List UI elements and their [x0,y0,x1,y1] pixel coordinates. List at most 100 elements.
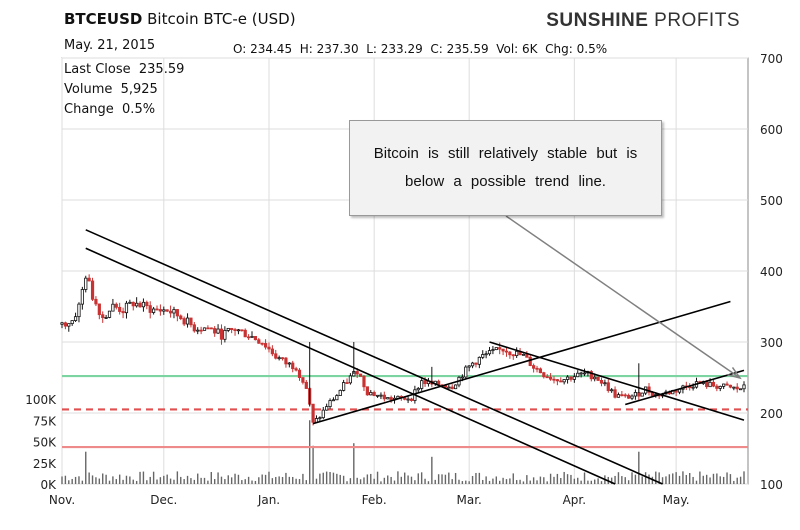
price-tick-label: 600 [760,123,783,137]
candle-body [284,357,288,365]
candle-body [491,349,495,352]
candle-body [325,406,329,411]
candle-body [416,388,420,391]
candle-body [725,383,729,386]
candle-body [90,280,95,300]
candle-body [250,336,254,338]
candle-body [732,386,736,389]
candle-body [718,385,722,389]
candle-body [409,398,414,401]
volume-readout: Volume 5,925 [64,82,158,97]
candle-body [236,329,241,332]
candle-body [487,350,492,355]
candle-body [470,362,475,367]
candle-body [525,353,529,358]
candle-body [708,381,712,388]
candle-body [280,357,285,360]
candle-body [196,329,200,332]
volume-tick-label: 25K [33,457,57,471]
candle-body [369,392,373,396]
candle-body [67,323,71,327]
candle-body [101,314,105,318]
change-readout: Change 0.5% [64,102,156,117]
candle-body [647,386,651,393]
candle-body [460,376,464,379]
candle-body [216,328,220,334]
candle-body [481,354,485,358]
candle-body [508,351,512,356]
price-tick-label: 400 [760,265,783,279]
candle-body [728,384,733,388]
symbol-name: Bitcoin BTC-e (USD) [147,10,296,28]
annotation-box: Bitcoin is still relatively stable but i… [349,120,662,216]
candle-body [263,343,268,348]
candle-body [467,365,471,368]
candle-body [60,322,64,325]
candle-body [247,336,251,339]
candle-body [477,356,481,365]
candle-body [589,371,593,380]
price-tick-label: 500 [760,194,783,208]
candle-body [311,403,315,423]
candle-body [345,382,349,384]
candle-body [453,384,458,390]
candle-body [209,327,213,330]
candle-body [365,386,369,396]
candle-body [131,301,135,307]
candle-body [158,309,162,312]
candle-body [331,399,336,402]
candle-body [165,309,169,312]
candle-body [742,384,746,390]
candle-body [715,385,719,389]
candle-body [691,386,695,389]
month-label: May. [663,493,690,507]
candle-body [610,389,614,392]
candle-body [348,375,353,384]
month-label: Nov. [49,493,75,507]
candle-body [358,373,363,377]
candle-body [535,367,539,370]
candle-body [179,315,183,320]
candle-body [73,316,78,321]
candle-body [515,350,519,357]
candle-body [403,397,407,400]
month-label: Feb. [362,493,387,507]
candle-body [616,394,621,398]
candle-body [318,417,322,420]
candle-body [511,354,515,357]
candle-body [504,350,509,353]
candle-body [199,329,203,332]
candle-body [213,328,217,334]
candle-body [474,362,478,365]
candle-body [362,376,366,388]
candle-body [596,376,600,381]
volume-tick-label: 75K [33,414,57,428]
candle-body [155,308,159,311]
trend-line [312,300,731,425]
candle-body [328,400,332,407]
volume-tick-label: 50K [33,436,57,450]
candle-body [243,329,247,338]
price-tick-label: 300 [760,336,783,350]
candle-body [572,376,576,380]
candle-body [559,380,563,383]
candle-body [111,303,115,312]
month-label: Apr. [563,493,586,507]
candle-body [257,339,261,344]
candle-body [447,386,451,389]
candle-body [233,329,237,332]
candle-body [464,366,468,378]
candle-body [521,353,526,356]
candle-body [94,298,98,305]
price-tick-label: 700 [760,52,783,66]
candle-body [148,305,152,313]
price-tick-label: 100 [760,478,783,492]
candle-body [538,368,543,374]
candle-body [562,379,566,383]
candle-body [223,329,227,340]
candle-body [633,392,638,397]
candle-body [603,382,607,385]
candle-body [630,395,634,399]
candle-body [152,308,156,313]
